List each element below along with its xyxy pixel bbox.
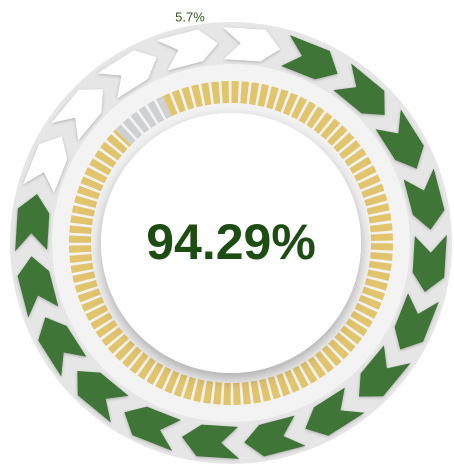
gauge-arc xyxy=(69,81,393,405)
chevron xyxy=(38,317,87,377)
chevron xyxy=(412,234,447,293)
chevron xyxy=(222,27,281,62)
gauge-arc xyxy=(115,96,173,146)
chevron xyxy=(51,89,103,141)
chevron xyxy=(15,193,50,252)
chevron xyxy=(97,50,157,99)
remainder-label: 5.7% xyxy=(175,9,205,24)
chevron xyxy=(244,415,306,457)
chevron xyxy=(403,168,445,230)
center-disk xyxy=(101,113,361,373)
chevron xyxy=(305,387,365,436)
chevron xyxy=(281,35,338,80)
value-label: 94.29% xyxy=(146,214,316,270)
chevron xyxy=(333,63,385,115)
chevron xyxy=(394,293,439,350)
chevron xyxy=(375,109,424,169)
chevron xyxy=(23,136,68,193)
chevron xyxy=(124,406,181,451)
chevron xyxy=(77,371,129,423)
chevron-ring xyxy=(15,27,447,459)
tick-ring xyxy=(69,81,393,405)
chevron xyxy=(17,256,59,318)
chevron xyxy=(156,29,218,71)
chevron xyxy=(359,345,411,397)
chevron xyxy=(181,424,240,459)
